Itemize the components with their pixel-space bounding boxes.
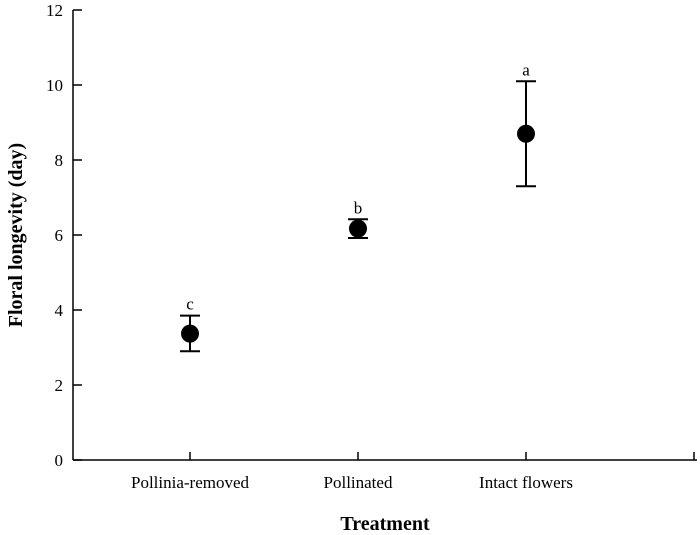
y-tick-label: 8 [55,151,64,170]
y-tick-label: 12 [46,1,63,20]
y-axis-title: Floral longevity (day) [5,143,27,327]
data-point [349,219,367,238]
axes [72,10,697,461]
significance-label: c [186,295,194,314]
y-ticks: 0 2 4 6 8 10 12 [46,1,82,470]
y-tick-label: 10 [46,76,63,95]
x-axis-title: Treatment [340,513,430,535]
x-categories: Pollinia-removed Pollinated Intact flowers [131,452,695,492]
data-point [517,124,535,143]
x-tick-label: Pollinated [324,473,393,492]
data-marks: c b a [180,60,536,353]
y-tick-label: 6 [55,226,64,245]
significance-label: a [522,60,530,79]
significance-label: b [354,198,363,217]
y-tick-label: 2 [55,376,64,395]
x-tick-label: Pollinia-removed [131,473,250,492]
x-tick-label: Intact flowers [479,473,573,492]
y-tick-label: 4 [55,301,64,320]
y-tick-label: 0 [55,451,64,470]
data-point [181,324,199,343]
